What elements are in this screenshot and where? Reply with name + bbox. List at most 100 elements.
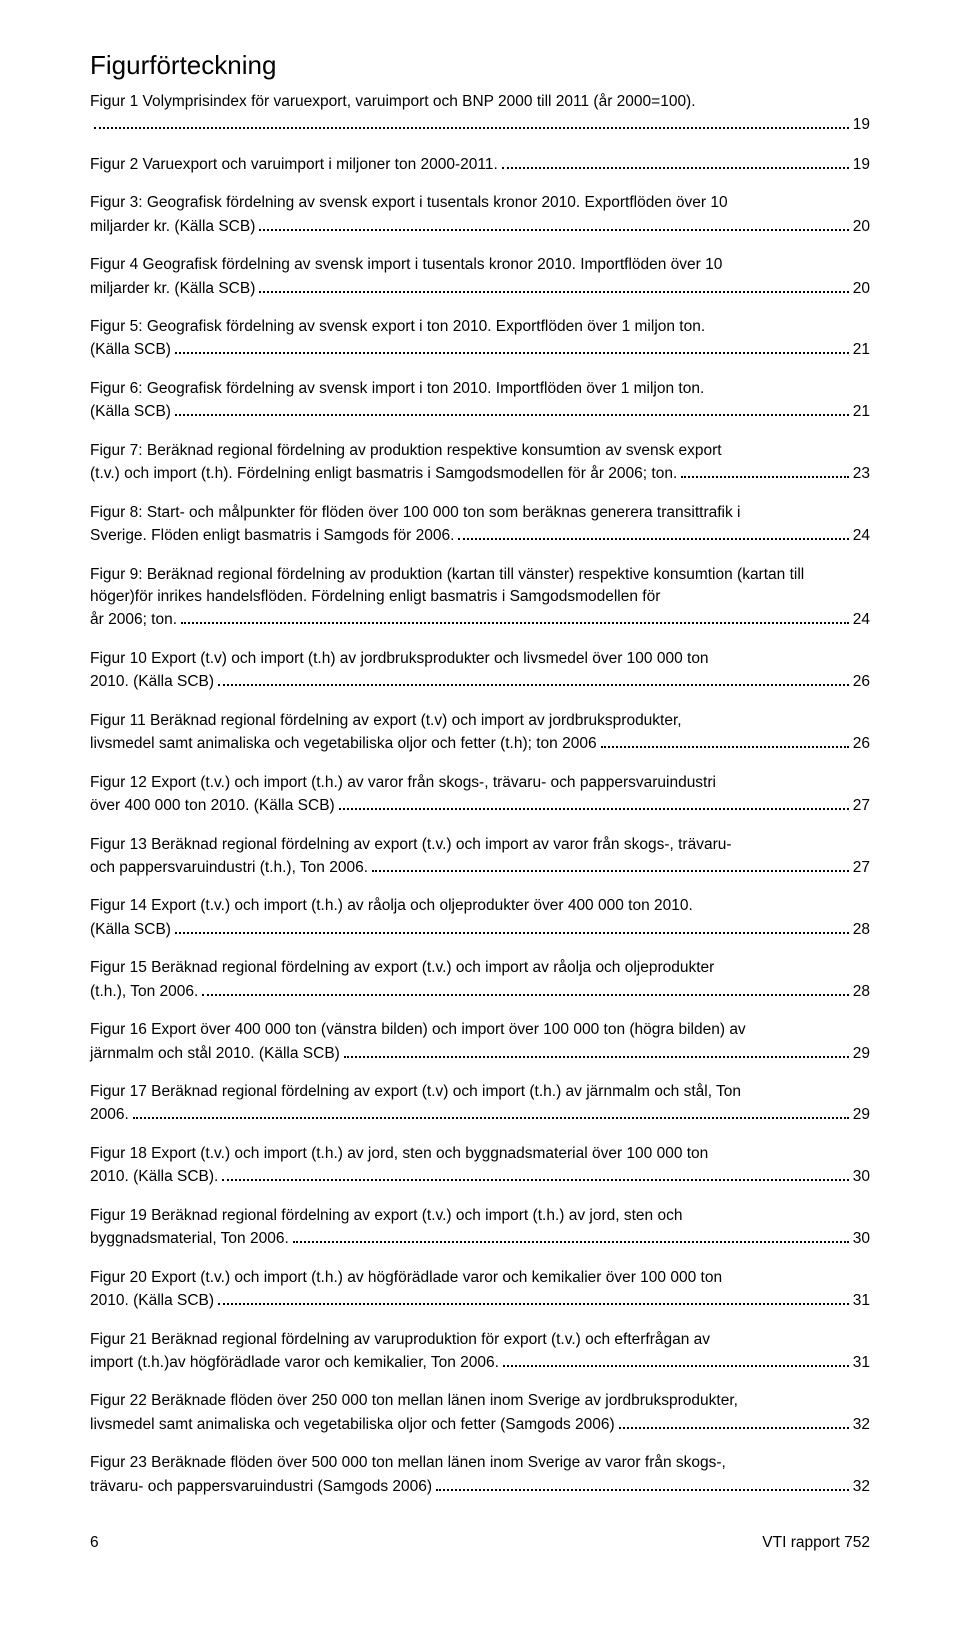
toc-entry-text-tail: 2010. (Källa SCB) <box>90 1290 214 1312</box>
toc-entry-text-tail: Figur 2 Varuexport och varuimport i milj… <box>90 154 498 176</box>
toc-entry-text-tail: livsmedel samt animaliska och vegetabili… <box>90 733 597 755</box>
toc-entry-text-tail: livsmedel samt animaliska och vegetabili… <box>90 1414 615 1436</box>
toc-entry-text-tail: 2006. <box>90 1104 129 1126</box>
toc-entry-label: Figur 1 Volymprisindex för varuexport, v… <box>90 91 870 137</box>
toc-entry-last-line: livsmedel samt animaliska och vegetabili… <box>90 732 870 755</box>
toc-entry-label: Figur 18 Export (t.v.) och import (t.h.)… <box>90 1143 870 1189</box>
toc-entry-text: Figur 12 Export (t.v.) och import (t.h.)… <box>90 772 870 794</box>
toc-entry-text: Figur 19 Beräknad regional fördelning av… <box>90 1205 870 1227</box>
toc-entry-last-line: (t.v.) och import (t.h). Fördelning enli… <box>90 462 870 485</box>
toc-entry: Figur 17 Beräknad regional fördelning av… <box>90 1081 870 1127</box>
leader-dots <box>175 918 849 934</box>
toc-entry-text: Figur 7: Beräknad regional fördelning av… <box>90 440 870 462</box>
toc-entry-page: 21 <box>853 339 870 361</box>
toc-entry-last-line: miljarder kr. (Källa SCB) 20 <box>90 215 870 238</box>
toc-entry: Figur 3: Geografisk fördelning av svensk… <box>90 192 870 238</box>
toc-entry-text: Figur 5: Geografisk fördelning av svensk… <box>90 316 870 338</box>
toc-entry-label: Figur 17 Beräknad regional fördelning av… <box>90 1081 870 1127</box>
toc-entry-last-line: import (t.h.)av högförädlade varor och k… <box>90 1351 870 1374</box>
leader-dots <box>502 153 849 169</box>
page-title: Figurförteckning <box>90 50 870 81</box>
toc-entry-page: 23 <box>853 463 870 485</box>
toc-entry-text: Figur 1 Volymprisindex för varuexport, v… <box>90 91 870 113</box>
toc-entry: Figur 16 Export över 400 000 ton (vänstr… <box>90 1019 870 1065</box>
toc-entry-text: Figur 14 Export (t.v.) och import (t.h.)… <box>90 895 870 917</box>
leader-dots <box>372 856 849 872</box>
leader-dots <box>293 1227 849 1243</box>
toc-entry-page: 27 <box>853 795 870 817</box>
toc-entry-text: Figur 8: Start- och målpunkter för flöde… <box>90 502 870 524</box>
toc-entry-last-line: 2010. (Källa SCB) 26 <box>90 670 870 693</box>
figure-list: Figur 1 Volymprisindex för varuexport, v… <box>90 91 870 1498</box>
toc-entry-page: 20 <box>853 278 870 300</box>
leader-dots <box>259 277 848 293</box>
leader-dots <box>202 980 848 996</box>
toc-entry-text: Figur 6: Geografisk fördelning av svensk… <box>90 378 870 400</box>
leader-dots <box>181 608 849 624</box>
toc-entry: Figur 15 Beräknad regional fördelning av… <box>90 957 870 1003</box>
toc-entry-last-line: Sverige. Flöden enligt basmatris i Samgo… <box>90 524 870 547</box>
toc-entry: Figur 21 Beräknad regional fördelning av… <box>90 1329 870 1375</box>
toc-entry-text: Figur 4 Geografisk fördelning av svensk … <box>90 254 870 276</box>
toc-entry-text-tail: och pappersvaruindustri (t.h.), Ton 2006… <box>90 857 368 879</box>
toc-entry-label: Figur 15 Beräknad regional fördelning av… <box>90 957 870 1003</box>
leader-dots <box>94 113 849 129</box>
toc-entry-last-line: (Källa SCB) 28 <box>90 918 870 941</box>
toc-entry-text-tail: 2010. (Källa SCB). <box>90 1166 218 1188</box>
toc-entry-last-line: Figur 2 Varuexport och varuimport i milj… <box>90 153 870 176</box>
toc-entry: Figur 4 Geografisk fördelning av svensk … <box>90 254 870 300</box>
report-id: VTI rapport 752 <box>762 1534 870 1552</box>
leader-dots <box>259 215 848 231</box>
toc-entry-page: 29 <box>853 1104 870 1126</box>
toc-entry-page: 31 <box>853 1290 870 1312</box>
toc-entry-label: Figur 7: Beräknad regional fördelning av… <box>90 440 870 486</box>
toc-entry-page: 30 <box>853 1166 870 1188</box>
toc-entry-text-tail: (Källa SCB) <box>90 401 171 423</box>
toc-entry-label: Figur 14 Export (t.v.) och import (t.h.)… <box>90 895 870 941</box>
toc-entry: Figur 2 Varuexport och varuimport i milj… <box>90 153 870 176</box>
toc-entry: Figur 9: Beräknad regional fördelning av… <box>90 564 870 632</box>
toc-entry-text: Figur 15 Beräknad regional fördelning av… <box>90 957 870 979</box>
toc-entry: Figur 10 Export (t.v) och import (t.h) a… <box>90 648 870 694</box>
toc-entry-text: Figur 9: Beräknad regional fördelning av… <box>90 564 870 609</box>
toc-entry: Figur 20 Export (t.v.) och import (t.h.)… <box>90 1267 870 1313</box>
toc-entry-last-line: och pappersvaruindustri (t.h.), Ton 2006… <box>90 856 870 879</box>
leader-dots <box>339 794 849 810</box>
toc-entry-text-tail: (Källa SCB) <box>90 919 171 941</box>
toc-entry: Figur 13 Beräknad regional fördelning av… <box>90 834 870 880</box>
toc-entry: Figur 22 Beräknade flöden över 250 000 t… <box>90 1390 870 1436</box>
toc-entry-label: Figur 9: Beräknad regional fördelning av… <box>90 564 870 632</box>
toc-entry-label: Figur 5: Geografisk fördelning av svensk… <box>90 316 870 362</box>
toc-entry-label: Figur 16 Export över 400 000 ton (vänstr… <box>90 1019 870 1065</box>
toc-entry-page: 20 <box>853 216 870 238</box>
toc-entry: Figur 7: Beräknad regional fördelning av… <box>90 440 870 486</box>
toc-entry-text-tail: år 2006; ton. <box>90 609 177 631</box>
toc-entry: Figur 6: Geografisk fördelning av svensk… <box>90 378 870 424</box>
toc-entry-label: Figur 23 Beräknade flöden över 500 000 t… <box>90 1452 870 1498</box>
toc-entry-label: Figur 19 Beräknad regional fördelning av… <box>90 1205 870 1251</box>
toc-entry-page: 31 <box>853 1352 870 1374</box>
toc-entry-text-tail: byggnadsmaterial, Ton 2006. <box>90 1228 289 1250</box>
toc-entry-last-line: 2006. 29 <box>90 1103 870 1126</box>
toc-entry-page: 28 <box>853 919 870 941</box>
toc-entry: Figur 8: Start- och målpunkter för flöde… <box>90 502 870 548</box>
toc-entry-text-tail: 2010. (Källa SCB) <box>90 671 214 693</box>
toc-entry: Figur 12 Export (t.v.) och import (t.h.)… <box>90 772 870 818</box>
toc-entry-text-tail: trävaru- och pappersvaruindustri (Samgod… <box>90 1476 432 1498</box>
leader-dots <box>133 1103 849 1119</box>
toc-entry-text-tail: över 400 000 ton 2010. (Källa SCB) <box>90 795 335 817</box>
toc-entry: Figur 23 Beräknade flöden över 500 000 t… <box>90 1452 870 1498</box>
toc-entry-text: Figur 20 Export (t.v.) och import (t.h.)… <box>90 1267 870 1289</box>
toc-entry-last-line: (Källa SCB)21 <box>90 339 870 362</box>
toc-entry-label: Figur 10 Export (t.v) och import (t.h) a… <box>90 648 870 694</box>
leader-dots <box>619 1413 849 1429</box>
toc-entry-page: 32 <box>853 1476 870 1498</box>
toc-entry-page: 26 <box>853 671 870 693</box>
toc-entry-text: Figur 22 Beräknade flöden över 250 000 t… <box>90 1390 870 1412</box>
toc-entry-text-tail: Sverige. Flöden enligt basmatris i Samgo… <box>90 525 454 547</box>
toc-entry-label: Figur 13 Beräknad regional fördelning av… <box>90 834 870 880</box>
toc-entry-text-tail: miljarder kr. (Källa SCB) <box>90 216 255 238</box>
toc-entry-text-tail: (t.v.) och import (t.h). Fördelning enli… <box>90 463 677 485</box>
toc-entry-last-line: byggnadsmaterial, Ton 2006.30 <box>90 1227 870 1250</box>
toc-entry-label: Figur 11 Beräknad regional fördelning av… <box>90 710 870 756</box>
